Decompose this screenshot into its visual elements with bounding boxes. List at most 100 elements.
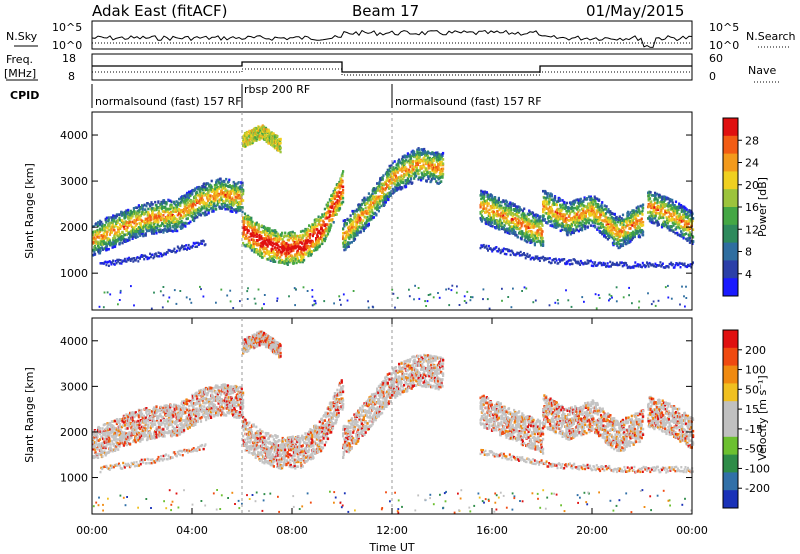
power-echo-cell [96, 223, 99, 226]
power-echo-cell [421, 164, 424, 168]
power-echo-cell [211, 195, 215, 198]
power-echo-cell [524, 236, 527, 239]
power-echo-cell [341, 195, 344, 198]
power-echo-cell [610, 216, 613, 219]
power-echo-cell [624, 231, 627, 234]
power-echo-cell [92, 238, 95, 241]
power-echo-cell [147, 220, 150, 223]
power-echo-cell [501, 225, 504, 229]
power-echo-cell [210, 179, 213, 183]
power-echo-cell [368, 204, 371, 207]
power-echo-cell [145, 204, 148, 208]
power-echo-cell [283, 262, 286, 265]
power-echo-cell [570, 201, 573, 204]
power-echo-cell [242, 231, 245, 234]
power-echo-cell [431, 174, 435, 177]
power-echo-cell [341, 174, 344, 178]
power-echo-cell [372, 189, 375, 193]
power-echo-cell [565, 209, 568, 213]
power-echo-cell [374, 211, 377, 215]
power-echo-cell [121, 231, 124, 234]
power-echo-cell [545, 192, 548, 196]
freq-label: Freq. [6, 53, 33, 66]
freq-unit-label: [MHz] [4, 67, 36, 80]
power-echo-cell [93, 244, 97, 248]
power-echo-cell [210, 202, 213, 205]
power-echo-cell [393, 160, 396, 163]
power-echo-cell [298, 247, 301, 251]
power-echo-cell [526, 226, 529, 229]
power-echo-cell [296, 240, 299, 244]
power-echo-cell [343, 231, 346, 235]
power-echo-cell [175, 218, 178, 221]
power-echo-cell [546, 221, 549, 225]
power-echo-cell [221, 191, 225, 195]
power-echo-cell [358, 215, 361, 219]
power-echo-cell [103, 242, 106, 246]
power-echo-cell [599, 215, 602, 219]
power-echo-cell [635, 206, 638, 210]
power-echo-cell [381, 191, 384, 194]
power-echo-cell [233, 184, 236, 187]
power-echo-cell [292, 239, 295, 243]
power-echo-cell [627, 223, 630, 227]
power-echo-cell [235, 201, 238, 205]
power-echo-cell [168, 223, 171, 226]
power-echo-cell [132, 212, 135, 216]
power-echo-cell [497, 223, 500, 227]
power-echo-cell [161, 207, 164, 211]
power-echo-cell [582, 199, 585, 203]
power-echo-cell [133, 221, 136, 225]
power-echo-cell [262, 230, 265, 234]
power-echo-cell [547, 192, 550, 195]
power-echo-cell [149, 214, 152, 217]
power-echo-cell [149, 204, 152, 208]
power-echo-cell [502, 227, 506, 230]
power-echo-cell [236, 194, 239, 197]
power-echo-cell [381, 199, 384, 202]
power-echo-cell [124, 214, 127, 218]
power-echo-cell [530, 212, 533, 216]
power-echo-cell [501, 200, 504, 204]
power-echo-cell [418, 153, 421, 157]
power-echo-cell [577, 210, 580, 214]
power-echo-cell [618, 215, 621, 218]
power-echo-cell [549, 224, 552, 227]
power-echo-cell [424, 159, 427, 162]
power-echo-cell [438, 159, 441, 162]
power-echo-cell [331, 218, 334, 221]
power-echo-cell [333, 212, 336, 216]
power-echo-cell [568, 219, 571, 222]
power-echo-cell [120, 235, 124, 238]
power-echo-cell [174, 222, 177, 226]
power-echo-cell [584, 218, 587, 221]
power-echo-cell [615, 215, 618, 219]
power-echo-cell [346, 231, 349, 234]
power-echo-cell [642, 206, 645, 210]
power-echo-cell [220, 207, 223, 210]
power-echo-cell [297, 242, 300, 246]
power-echo-cell [526, 222, 529, 225]
power-echo-cell [355, 208, 358, 211]
power-echo-cell [153, 207, 156, 210]
power-echo-cell [404, 179, 408, 182]
power-echo-cell [506, 213, 509, 216]
power-echo-cell [297, 245, 300, 248]
power-echo-cell [353, 213, 357, 216]
power-echo-cell [390, 164, 393, 167]
power-echo-cell [284, 241, 287, 245]
power-echo-cell [253, 250, 257, 254]
power-echo-cell [359, 205, 362, 208]
power-echo-cell [238, 200, 241, 204]
power-echo-cell [153, 230, 156, 233]
power-echo-cell [313, 243, 316, 246]
power-echo-cell [191, 190, 194, 194]
power-echo-cell [209, 196, 212, 200]
power-echo-cell [151, 231, 154, 235]
power-echo-cell [179, 217, 182, 220]
power-echo-cell [545, 198, 548, 201]
power-echo-cell [126, 239, 129, 242]
power-echo-cell [409, 180, 412, 184]
power-echo-cell [173, 224, 176, 228]
power-echo-cell [620, 239, 623, 242]
